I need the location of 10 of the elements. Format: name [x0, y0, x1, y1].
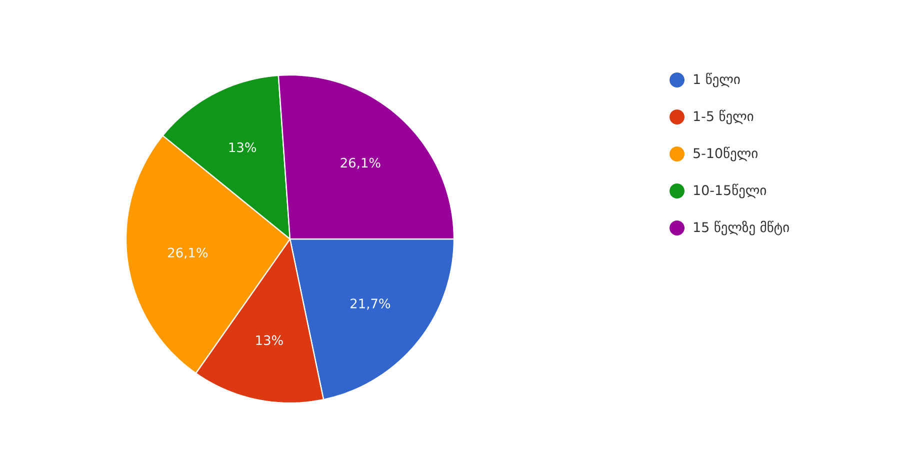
legend-label: 1-5 წელი [694, 110, 754, 124]
data-label: 13% [229, 142, 256, 152]
legend-label: 1 წელი [694, 72, 740, 88]
legend-label: 15 წელზე მწტი [694, 220, 789, 236]
data-label: 21,7% [350, 298, 390, 310]
data-label: 13% [256, 335, 283, 346]
legend-label: 5-10წელი [694, 146, 758, 162]
data-label: 26,1% [340, 158, 380, 169]
legend-label: 10-15წელი [694, 184, 766, 198]
data-label: 26,1% [168, 248, 208, 259]
